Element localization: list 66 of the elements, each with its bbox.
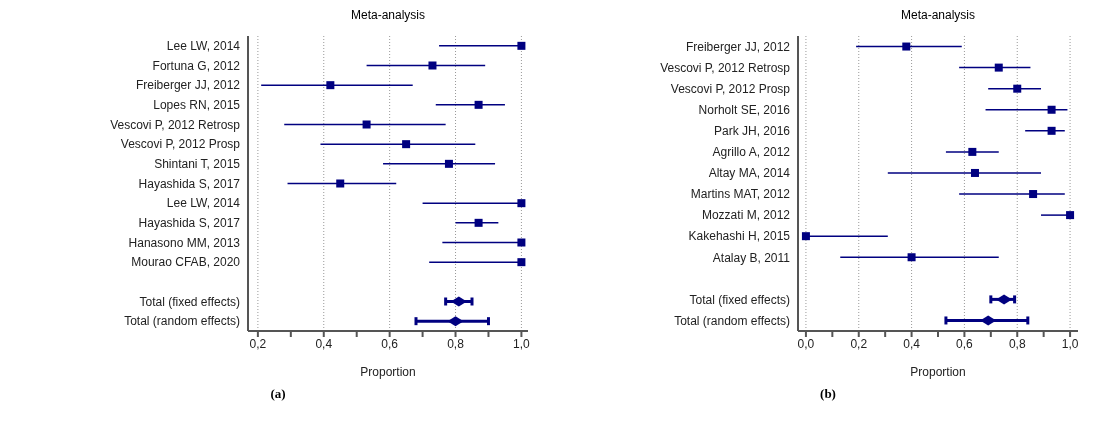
point [994,63,1003,72]
y-tick-label: Mozzati M, 2012 [701,208,791,223]
y-tick-label: Total (random effects) [674,313,790,328]
y-tick-label: Vescovi P, 2012 Prosp [120,137,241,152]
x-tick-label: 1,0 [1061,336,1079,351]
x-tick-label: 0,2 [850,336,868,351]
point [1066,211,1075,220]
y-tick-label: Kakehashi H, 2015 [688,229,791,244]
y-tick-label: Hayashida S, 2017 [138,216,241,231]
y-tick-label: Fortuna G, 2012 [152,58,241,73]
point [402,140,411,149]
point [907,253,916,262]
x-tick-label: 0,4 [315,336,333,351]
x-tick-label: 0,2 [249,336,267,351]
x-tick-label: 0,6 [956,336,974,351]
x-tick-label: 0,8 [447,336,465,351]
y-tick-label: Freiberger JJ, 2012 [685,39,791,54]
point [336,179,345,188]
point [326,81,335,90]
y-tick-label: Mourao CFAB, 2020 [131,255,241,270]
y-tick-label: Total (random effects) [124,314,240,329]
point [1047,126,1056,135]
point [517,199,526,208]
y-tick-label: Total (fixed effects) [139,294,240,309]
y-tick-label: Norholt SE, 2016 [698,103,791,118]
y-tick-label: Hanasono MM, 2013 [128,235,241,250]
point [474,100,483,109]
y-tick-label: Total (fixed effects) [689,292,790,307]
point [517,41,526,50]
x-tick-label: 0,8 [1008,336,1026,351]
point [444,159,453,168]
y-tick-label: Vescovi P, 2012 Prosp [670,81,791,96]
point [362,120,371,129]
x-tick-label: 0,0 [797,336,815,351]
x-axis-title: Proportion [910,365,966,379]
text: (a) [269,386,287,402]
x-tick-label: 0,4 [903,336,921,351]
y-tick-label: Vescovi P, 2012 Retrosp [660,60,791,75]
x-tick-label: 0,6 [381,336,399,351]
point [1013,84,1022,93]
y-tick-label: Martins MAT, 2012 [690,187,791,202]
point [970,168,979,177]
point [1029,190,1038,199]
y-tick-label: Lopes RN, 2015 [153,98,241,113]
point [801,232,810,241]
chart-title: Meta-analysis [900,8,976,24]
x-axis-title: Proportion [360,365,416,379]
point [474,218,483,227]
point [1047,105,1056,114]
y-tick-label: Freiberger JJ, 2012 [135,78,241,93]
chart-title: Meta-analysis [350,8,426,24]
x-tick-label: 1,0 [513,336,531,351]
y-tick-label: Hayashida S, 2017 [138,176,241,191]
y-tick-label: Vescovi P, 2012 Retrosp [110,117,241,132]
y-tick-label: Park JH, 2016 [713,124,791,139]
y-tick-label: Agrillo A, 2012 [712,145,791,160]
point [428,61,437,70]
point [517,258,526,267]
y-tick-label: Atalay B, 2011 [712,250,791,265]
y-tick-label: Shintani T, 2015 [154,157,241,172]
y-tick-label: Altay MA, 2014 [708,166,791,181]
point [968,147,977,156]
point [902,42,911,51]
y-tick-label: Lee LW, 2014 [166,196,241,211]
y-tick-label: Lee LW, 2014 [166,39,241,54]
text: (b) [819,386,837,402]
